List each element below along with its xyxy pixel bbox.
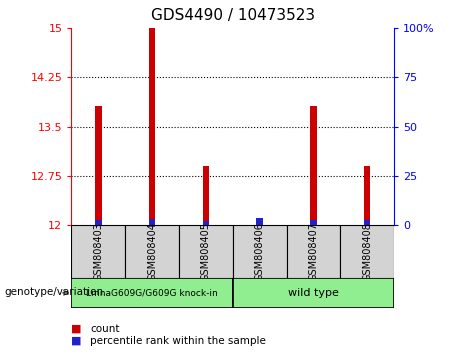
Text: GSM808408: GSM808408 [362, 222, 372, 281]
Text: LmnaG609G/G609G knock-in: LmnaG609G/G609G knock-in [86, 289, 218, 297]
Text: GSM808404: GSM808404 [147, 222, 157, 281]
Bar [364, 166, 371, 225]
Bar [203, 221, 209, 225]
Text: genotype/variation: genotype/variation [5, 287, 104, 297]
Bar [310, 219, 317, 225]
Text: ■: ■ [71, 336, 82, 346]
FancyBboxPatch shape [125, 225, 179, 278]
Bar [95, 220, 101, 225]
FancyBboxPatch shape [71, 278, 233, 308]
Bar [203, 166, 209, 225]
Text: GSM808407: GSM808407 [308, 222, 319, 281]
Bar [256, 218, 263, 225]
Title: GDS4490 / 10473523: GDS4490 / 10473523 [151, 8, 315, 23]
Bar [364, 220, 371, 225]
Bar [149, 28, 155, 225]
FancyBboxPatch shape [71, 225, 125, 278]
FancyBboxPatch shape [179, 225, 233, 278]
Text: count: count [90, 324, 119, 333]
FancyBboxPatch shape [287, 225, 340, 278]
Text: GSM808405: GSM808405 [201, 222, 211, 281]
FancyBboxPatch shape [340, 225, 394, 278]
Text: percentile rank within the sample: percentile rank within the sample [90, 336, 266, 346]
Text: GSM808406: GSM808406 [254, 222, 265, 281]
Text: ■: ■ [71, 324, 82, 333]
Bar [149, 219, 155, 225]
Bar [310, 105, 317, 225]
Bar [95, 105, 101, 225]
FancyBboxPatch shape [233, 278, 394, 308]
Bar [256, 222, 263, 225]
FancyBboxPatch shape [233, 225, 287, 278]
Text: wild type: wild type [288, 288, 339, 298]
Text: GSM808403: GSM808403 [93, 222, 103, 281]
